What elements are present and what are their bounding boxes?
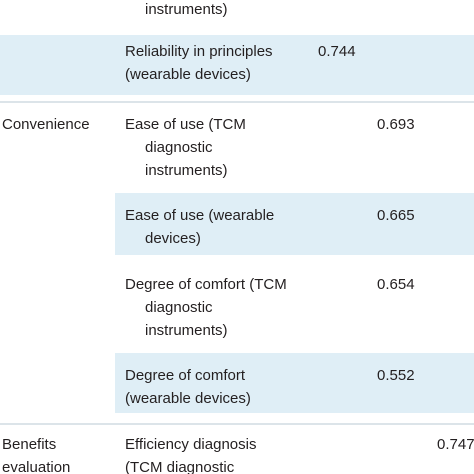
item-label: Ease of use (wearable: [125, 207, 274, 224]
item-label: (wearable devices): [125, 390, 251, 407]
group-label: evaluation: [2, 459, 70, 474]
item-label: Degree of comfort (TCM: [125, 276, 287, 293]
item-label: instruments): [145, 1, 228, 18]
loading-value: 0.693: [377, 116, 415, 133]
item-label: Ease of use (TCM: [125, 116, 246, 133]
group-label: Benefits: [2, 436, 56, 453]
loading-value: 0.552: [377, 367, 415, 384]
item-label: (TCM diagnostic: [125, 459, 235, 474]
group-label: Convenience: [2, 116, 90, 133]
item-label: instruments): [145, 322, 228, 339]
item-label: Efficiency diagnosis: [125, 436, 256, 453]
item-label: diagnostic: [145, 299, 213, 316]
loading-value: 0.654: [377, 276, 415, 293]
row-band: [0, 35, 474, 95]
row-band: [115, 353, 474, 413]
item-label: devices): [145, 230, 201, 247]
loading-value: 0.747: [437, 436, 474, 453]
item-label: Reliability in principles: [125, 43, 273, 60]
row-band: [115, 193, 474, 255]
item-label: Degree of comfort: [125, 367, 246, 384]
item-label: diagnostic: [145, 139, 213, 156]
loading-value: 0.665: [377, 207, 415, 224]
item-label: (wearable devices): [125, 66, 251, 83]
item-label: instruments): [145, 162, 228, 179]
loading-value: 0.744: [318, 43, 356, 60]
